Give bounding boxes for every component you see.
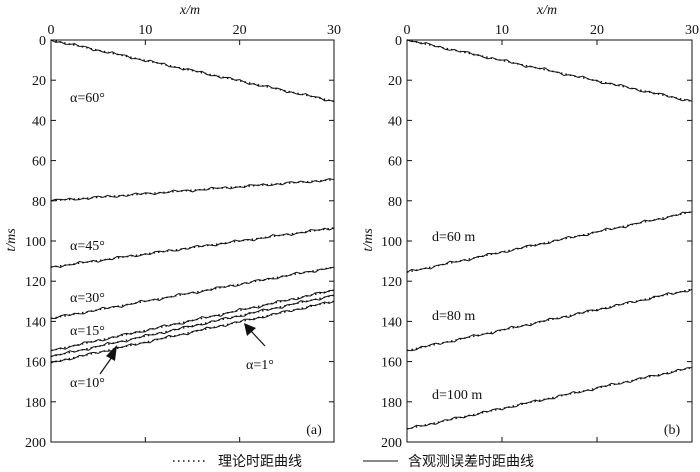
theory-curve-alpha-30 bbox=[50, 266, 335, 320]
label-d-80: d=80 m bbox=[432, 309, 475, 324]
panel-b-curves bbox=[406, 39, 693, 430]
y-tick-label: 120 bbox=[25, 275, 46, 290]
observed-curve-direct bbox=[406, 39, 693, 102]
label-d-60: d=60 m bbox=[432, 230, 475, 245]
x-tick-label: 0 bbox=[404, 23, 411, 38]
theory-curve-alpha-60 bbox=[50, 178, 335, 202]
panel-a-ticks: 0 10 20 30 0 20 40 60 80 100 120 140 160 180 200 bbox=[25, 23, 341, 451]
observed-curve-alpha-10 bbox=[50, 294, 335, 358]
observed-curve-alpha-1 bbox=[50, 300, 335, 364]
y-tick-label: 60 bbox=[32, 155, 46, 170]
y-tick-label: 160 bbox=[381, 356, 402, 371]
panel-b-xlabel: x/m bbox=[536, 3, 557, 18]
y-tick-label: 20 bbox=[388, 74, 402, 89]
x-tick-label: 30 bbox=[327, 23, 341, 38]
legend-theory-label: 理论时距曲线 bbox=[218, 454, 302, 470]
y-tick-label: 180 bbox=[381, 396, 402, 411]
y-tick-label: 0 bbox=[395, 34, 402, 49]
y-tick-label: 60 bbox=[388, 155, 402, 170]
observed-curve-alpha-45 bbox=[50, 227, 335, 269]
y-tick-label: 0 bbox=[39, 34, 46, 49]
label-alpha-45: α=45° bbox=[70, 239, 105, 254]
label-d-100: d=100 m bbox=[432, 388, 482, 403]
panel-a-ylabel: t/ms bbox=[4, 228, 19, 252]
panel-a-xlabel: x/m bbox=[179, 3, 200, 18]
observed-curve-d-60 bbox=[406, 211, 693, 273]
y-tick-label: 200 bbox=[381, 436, 402, 451]
panel-b: x/m t/ms (b) 0 10 20 30 0 20 40 60 80 100 120 140 16… bbox=[361, 3, 699, 451]
y-tick-label: 120 bbox=[381, 275, 402, 290]
x-tick-label: 20 bbox=[233, 23, 247, 38]
observed-curve-d-80 bbox=[406, 288, 693, 352]
panel-a-curves bbox=[50, 39, 335, 364]
label-alpha-1: α=1° bbox=[246, 358, 274, 373]
panel-b-ylabel: t/ms bbox=[361, 228, 376, 252]
label-alpha-30: α=30° bbox=[70, 291, 105, 306]
y-tick-label: 140 bbox=[381, 315, 402, 330]
panel-a: x/m t/ms (a) 0 10 20 30 0 20 40 60 80 100 120 140 16… bbox=[4, 3, 341, 451]
panel-b-ticks: 0 10 20 30 0 20 40 60 80 100 120 140 160 180 200 bbox=[381, 23, 699, 451]
observed-curve-alpha-15 bbox=[50, 289, 335, 351]
label-alpha-60: α=60° bbox=[70, 91, 105, 106]
y-tick-label: 180 bbox=[25, 396, 46, 411]
arrow-alpha-10 bbox=[99, 345, 117, 375]
theory-curve-alpha-10 bbox=[50, 294, 335, 358]
observed-curve-direct bbox=[50, 39, 335, 102]
y-tick-label: 40 bbox=[388, 114, 402, 129]
theory-curve-direct bbox=[50, 39, 335, 103]
y-tick-label: 80 bbox=[388, 195, 402, 210]
x-tick-label: 10 bbox=[138, 23, 152, 38]
panel-b-label: (b) bbox=[664, 423, 681, 438]
y-tick-label: 100 bbox=[381, 235, 402, 250]
y-tick-label: 200 bbox=[25, 436, 46, 451]
y-tick-label: 80 bbox=[32, 195, 46, 210]
x-tick-label: 0 bbox=[48, 23, 55, 38]
legend-observed-label: 含观测误差时距曲线 bbox=[408, 454, 534, 470]
observed-curve-alpha-60 bbox=[50, 178, 335, 202]
y-tick-label: 140 bbox=[25, 315, 46, 330]
observed-curve-alpha-30 bbox=[50, 266, 335, 320]
y-tick-label: 100 bbox=[25, 235, 46, 250]
y-tick-label: 160 bbox=[25, 356, 46, 371]
x-tick-label: 10 bbox=[495, 23, 509, 38]
x-tick-label: 30 bbox=[685, 23, 699, 38]
legend: 理论时距曲线 含观测误差时距曲线 bbox=[173, 454, 534, 470]
observed-curve-d-100 bbox=[406, 367, 693, 430]
panel-a-label: (a) bbox=[306, 423, 322, 438]
arrow-alpha-1 bbox=[244, 323, 266, 347]
label-alpha-15: α=15° bbox=[70, 324, 105, 339]
x-tick-label: 20 bbox=[590, 23, 604, 38]
label-alpha-10: α=10° bbox=[70, 376, 105, 391]
y-tick-label: 20 bbox=[32, 74, 46, 89]
y-tick-label: 40 bbox=[32, 114, 46, 129]
